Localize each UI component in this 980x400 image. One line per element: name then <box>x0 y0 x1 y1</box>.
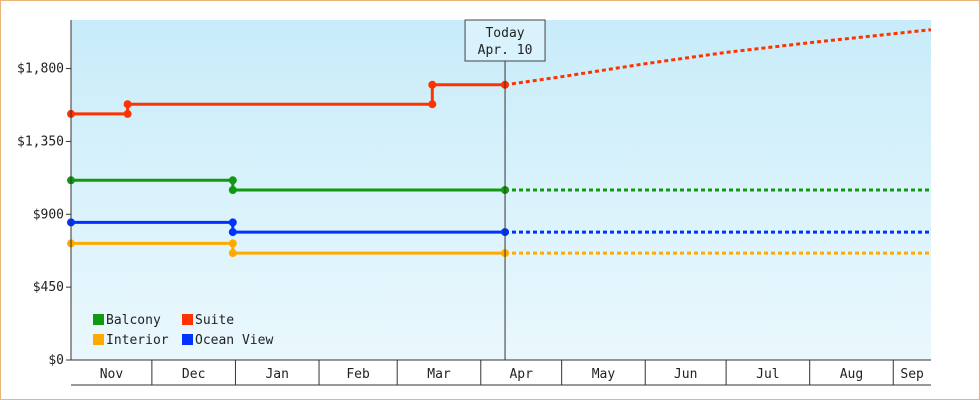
legend-swatch <box>93 314 104 325</box>
x-tick-label: Jun <box>674 367 697 382</box>
x-tick-label: Nov <box>100 367 124 382</box>
data-point[interactable] <box>123 100 132 109</box>
series-line <box>71 241 505 255</box>
legend-item-ocean-view[interactable]: Ocean View <box>182 333 273 348</box>
x-tick-label: Feb <box>346 367 370 382</box>
x-tick-label: May <box>592 367 616 382</box>
axes-layer: $0 $450 $900 $1,350 $1,800 Nov Dec Jan Feb Mar Apr… <box>17 20 931 386</box>
legend: Balcony Suite Interior Ocean View <box>93 313 273 348</box>
data-point[interactable] <box>228 218 237 227</box>
data-point[interactable] <box>428 80 437 89</box>
x-tick-label: Jul <box>756 367 779 382</box>
x-tick-label: Jan <box>265 367 288 382</box>
legend-label: Ocean View <box>195 333 273 348</box>
series-interior <box>67 239 931 258</box>
legend-item-interior[interactable]: Interior <box>93 333 169 348</box>
today-marker: Today Apr. 10 <box>464 19 546 360</box>
y-tick-label: $0 <box>48 353 64 368</box>
today-date: Apr. 10 <box>478 43 533 58</box>
x-tick-label: Dec <box>182 367 205 382</box>
y-tick-label: $900 <box>33 207 64 222</box>
y-tick-label: $1,350 <box>17 134 64 149</box>
x-tick-label: Mar <box>427 367 451 382</box>
x-tick-label: Aug <box>840 367 863 382</box>
legend-swatch <box>182 314 193 325</box>
x-tick-label: Sep <box>900 367 924 382</box>
data-point[interactable] <box>228 249 237 258</box>
series-line <box>71 178 505 192</box>
legend-label: Suite <box>195 313 234 328</box>
data-point[interactable] <box>228 228 237 237</box>
series-forecast-line <box>504 28 932 87</box>
data-point[interactable] <box>228 239 237 248</box>
legend-swatch <box>93 334 104 345</box>
legend-item-balcony[interactable]: Balcony <box>93 313 161 328</box>
series-line <box>71 83 505 116</box>
data-point[interactable] <box>228 176 237 185</box>
series-suite <box>67 28 932 118</box>
data-point[interactable] <box>123 109 132 118</box>
legend-item-suite[interactable]: Suite <box>182 313 234 328</box>
x-tick-label: Apr <box>509 367 533 382</box>
y-tick-label: $1,800 <box>17 62 64 77</box>
legend-swatch <box>182 334 193 345</box>
series-layer <box>67 28 932 258</box>
data-point[interactable] <box>428 100 437 109</box>
today-title: Today <box>485 26 524 41</box>
series-line <box>71 220 505 234</box>
legend-label: Interior <box>106 333 169 348</box>
y-tick-label: $450 <box>33 280 64 295</box>
today-box <box>464 19 546 62</box>
data-point[interactable] <box>228 186 237 194</box>
legend-label: Balcony <box>106 313 161 328</box>
